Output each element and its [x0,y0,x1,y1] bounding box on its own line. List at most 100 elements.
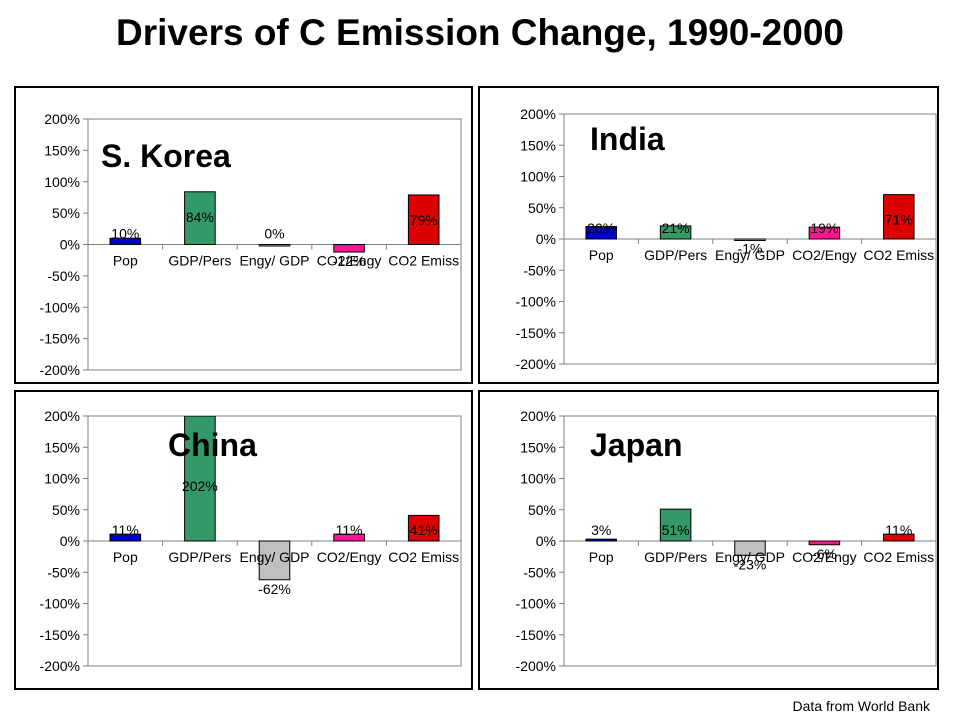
category-label: Engy/ GDP [715,549,785,565]
data-label: 71% [885,212,913,228]
data-label: 10% [111,226,139,242]
category-label: Engy/ GDP [715,247,785,263]
data-label: -1% [738,241,763,257]
y-tick-label: -150% [40,331,80,347]
category-label: CO2/Engy [792,549,857,565]
y-tick-label: 0% [536,533,556,549]
bar [808,540,841,546]
bar [333,533,365,542]
y-tick-label: -200% [40,658,80,674]
data-label: -6% [812,546,837,562]
data-label: -62% [258,581,291,597]
category-label: Engy/ GDP [239,549,309,565]
category-label: Pop [589,247,614,263]
category-label: CO2/Engy [317,549,382,565]
data-label: 20% [587,220,615,236]
data-label: 11% [885,522,912,538]
bar [184,191,216,245]
y-tick-label: -200% [40,362,80,378]
bar [109,237,142,246]
y-tick-label: -50% [47,564,80,580]
y-tick-label: -100% [516,596,556,612]
y-tick-label: 150% [520,439,556,455]
y-tick-label: -100% [40,299,80,315]
y-tick-label: 150% [44,142,80,158]
y-tick-label: -50% [523,564,556,580]
y-tick-label: -200% [516,356,556,372]
bar [407,194,440,245]
bar [585,538,617,542]
data-label: 11% [336,522,363,538]
data-label: 202% [182,478,218,494]
y-tick-label: -150% [516,325,556,341]
source-note: Data from World Bank [792,698,930,714]
data-label: 21% [662,220,690,236]
chart-panel-japan: 200% 150% 100% 50% 0% -50% -100% -150% -200% Pop G… [478,390,939,690]
chart-title: S. Korea [101,138,231,174]
y-tick-label: 0% [536,231,556,247]
bar [659,225,692,240]
chart-title: China [168,427,257,463]
data-label: -12% [333,253,366,269]
data-label: -23% [734,556,767,572]
y-tick-label: 100% [520,169,556,185]
y-tick-label: 50% [52,502,80,518]
chart-panel-china: 200% 150% 100% 50% 0% -50% -100% -150% -200% Pop G… [14,390,473,690]
data-label: 19% [810,220,838,236]
category-label: CO2/Engy [317,253,382,269]
chart-india: 200% 150% 100% 50% 0% -50% -100% -150% -200% Pop G… [516,106,937,372]
category-label: GDP/Pers [168,253,231,269]
y-tick-label: 200% [520,408,556,424]
category-label: CO2 Emiss [863,549,934,565]
chart-korea: 200% 150% 100% 50% 0% -50% -100% -150% -200% Pop G… [40,111,462,378]
bar [659,508,692,542]
bar [258,540,291,581]
bar [883,194,915,240]
y-tick-label: 50% [528,502,556,518]
bar [109,533,142,542]
bar [734,238,766,241]
y-tick-label: -100% [40,596,80,612]
category-label: CO2 Emiss [863,247,934,263]
page-title: Drivers of C Emission Change, 1990-2000 [116,12,844,53]
y-tick-label: 100% [44,471,80,487]
chart-japan: 200% 150% 100% 50% 0% -50% -100% -150% -200% Pop G… [516,408,937,674]
category-label: CO2 Emiss [388,549,459,565]
bar [734,540,766,556]
y-tick-label: 0% [60,237,80,253]
data-label: 11% [112,522,139,538]
y-tick-label: 50% [52,205,80,221]
data-label: 41% [410,522,438,538]
category-label: Engy/ GDP [239,253,309,269]
y-tick-label: 0% [60,533,80,549]
chart-panel-korea: 200% 150% 100% 50% 0% -50% -100% -150% -200% Pop G… [14,86,473,384]
category-label: Pop [113,253,138,269]
y-tick-label: 50% [528,200,556,216]
bar [407,514,440,542]
category-label: GDP/Pers [644,549,707,565]
category-label: CO2/Engy [792,247,857,263]
y-tick-label: 200% [44,408,80,424]
category-label: GDP/Pers [644,247,707,263]
category-label: Pop [589,549,614,565]
bar [333,244,365,253]
y-tick-label: 200% [520,106,556,122]
bar [808,226,841,240]
chart-title: India [590,121,665,157]
data-label: 51% [662,522,690,538]
chart-title: Japan [590,427,682,463]
y-tick-label: -200% [516,658,556,674]
y-tick-label: 200% [44,111,80,127]
y-tick-label: -150% [516,627,556,643]
y-tick-label: 100% [44,174,80,190]
chart-china: 200% 150% 100% 50% 0% -50% -100% -150% -200% Pop G… [40,408,462,674]
y-tick-label: 150% [44,439,80,455]
bar [883,533,915,542]
bar [184,416,216,542]
category-label: Pop [113,549,138,565]
category-label: CO2 Emiss [388,253,459,269]
y-tick-label: -50% [47,268,80,284]
y-tick-label: 150% [520,137,556,153]
category-label: GDP/Pers [168,549,231,565]
data-label: 3% [591,522,611,538]
